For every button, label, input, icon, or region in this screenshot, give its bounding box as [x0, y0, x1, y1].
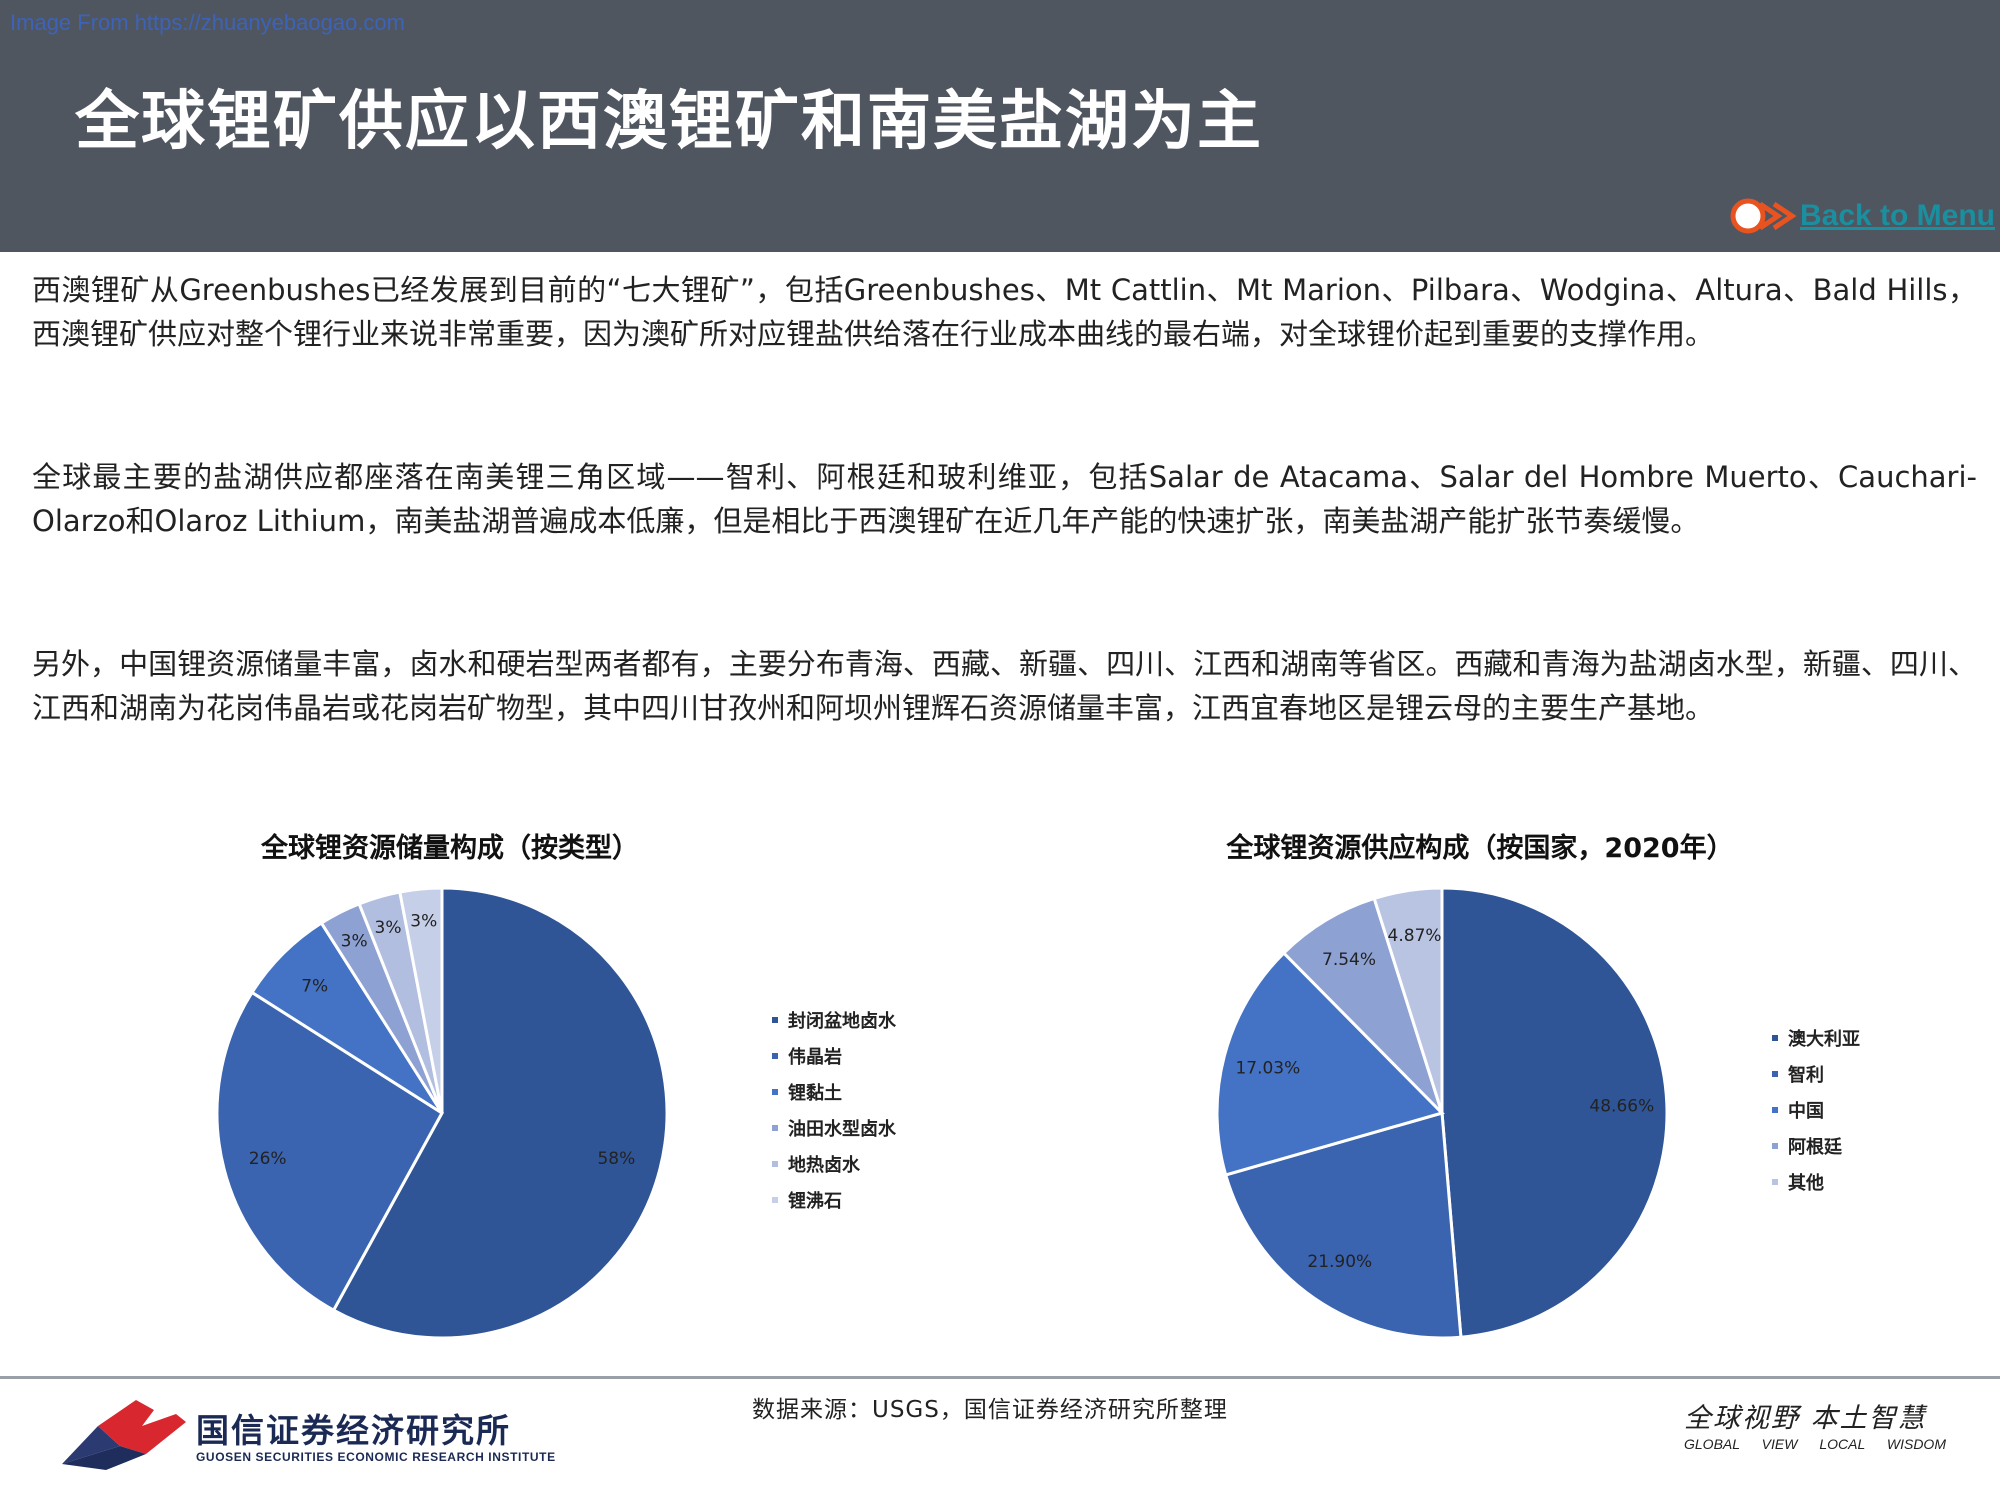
- chart1-legend-item-3: 油田水型卤水: [772, 1110, 896, 1146]
- footer-divider: [0, 1376, 2000, 1379]
- chart1-legend-label-4: 地热卤水: [788, 1155, 860, 1176]
- chart2-legend-item-2: 中国: [1772, 1092, 1860, 1128]
- chart2-legend-label-1: 智利: [1788, 1065, 1824, 1086]
- slogan: 全球视野 本土智慧: [1684, 1403, 1927, 1434]
- chart1-legend-swatch-3: [772, 1125, 778, 1131]
- chart2-legend-item-3: 阿根廷: [1772, 1128, 1860, 1164]
- org-name-english: GUOSEN SECURITIES ECONOMIC RESEARCH INST…: [196, 1450, 556, 1464]
- chart2-slice-4: [1372, 886, 1444, 1114]
- slogan-english: GLOBAL VIEW LOCAL WISDOM: [1684, 1436, 1946, 1452]
- chart1-legend-label-2: 锂黏土: [788, 1083, 842, 1104]
- chart1-legend-item-0: 封闭盆地卤水: [772, 1002, 896, 1038]
- chart2-legend-swatch-2: [1772, 1107, 1778, 1113]
- chart2-legend-swatch-3: [1772, 1143, 1778, 1149]
- chart2-data-label-4: 4.87%: [1388, 926, 1442, 946]
- chart1-data-label-4: 3%: [375, 918, 402, 938]
- chart-1-title: 全球锂资源储量构成（按类型）: [261, 833, 639, 864]
- chart1-legend-item-2: 锂黏土: [772, 1074, 896, 1110]
- chart1-legend-item-1: 伟晶岩: [772, 1038, 896, 1074]
- paragraph-south-america: 全球最主要的盐湖供应都座落在南美锂三角区域——智利、阿根廷和玻利维亚，包括Sal…: [32, 460, 1977, 538]
- chart2-legend-label-3: 阿根廷: [1788, 1137, 1842, 1158]
- chart1-slice-5: [398, 886, 444, 1114]
- chart2-legend-swatch-1: [1772, 1071, 1778, 1077]
- chart1-data-label-0: 58%: [597, 1149, 635, 1169]
- chart2-data-label-1: 21.90%: [1307, 1252, 1372, 1272]
- chart1-slice-0: [331, 886, 669, 1340]
- chart2-legend-label-0: 澳大利亚: [1788, 1029, 1860, 1050]
- chart1-legend-item-5: 锂沸石: [772, 1182, 896, 1218]
- chart2-legend-label-2: 中国: [1788, 1101, 1824, 1122]
- chart2-legend-label-4: 其他: [1788, 1173, 1824, 1194]
- chart1-data-label-5: 3%: [410, 911, 437, 931]
- back-to-menu-label[interactable]: Back to Menu: [1799, 199, 1995, 232]
- header-banner: Image From https://zhuanyebaogao.com 全球锂…: [0, 0, 2000, 252]
- chart2-legend-item-4: 其他: [1772, 1164, 1860, 1200]
- page-title: 全球锂矿供应以西澳锂矿和南美盐湖为主: [75, 84, 1263, 159]
- chart2-slice-1: [1223, 1111, 1463, 1340]
- chart1-data-label-2: 7%: [301, 977, 328, 997]
- chart1-legend-label-1: 伟晶岩: [788, 1047, 842, 1068]
- paragraph-china: 另外，中国锂资源储量丰富，卤水和硬岩型两者都有，主要分布青海、西藏、新疆、四川、…: [32, 647, 1977, 725]
- watermark: Image From https://zhuanyebaogao.com: [10, 10, 405, 35]
- chart1-legend-label-5: 锂沸石: [788, 1191, 842, 1212]
- chart-1-legend: 封闭盆地卤水 伟晶岩锂黏土油田水型卤水 地热卤水锂沸石: [772, 1002, 896, 1218]
- back-to-menu-link[interactable]: Back to Menu: [1730, 196, 1995, 236]
- chart1-legend-swatch-1: [772, 1053, 778, 1059]
- chart-2-title: 全球锂资源供应构成（按国家，2020年）: [1226, 833, 1734, 864]
- data-source: 数据来源：USGS，国信证券经济研究所整理: [752, 1397, 1228, 1423]
- chart1-legend-label-0: 封闭盆地卤水: [788, 1011, 896, 1032]
- pie-chart-reserves-by-type: 58% 26% 7% 3% 3% 3%: [215, 886, 669, 1340]
- chart1-legend-label-3: 油田水型卤水: [788, 1119, 896, 1140]
- guosen-logo-icon: [62, 1400, 186, 1470]
- chart1-legend-swatch-0: [772, 1017, 778, 1023]
- chart1-legend-swatch-4: [772, 1161, 778, 1167]
- chart1-legend-swatch-2: [772, 1089, 778, 1095]
- chart2-slice-0: [1440, 886, 1669, 1339]
- chart1-data-label-3: 3%: [341, 932, 368, 952]
- chart1-legend-swatch-5: [772, 1197, 778, 1203]
- chart2-data-label-3: 7.54%: [1322, 950, 1376, 970]
- pie-chart-supply-by-country: 48.66% 21.90% 17.03% 7.54% 4.87%: [1215, 886, 1669, 1340]
- chart2-slice-2: [1215, 950, 1445, 1177]
- chart2-legend-item-0: 澳大利亚: [1772, 1020, 1860, 1056]
- chart2-legend-swatch-4: [1772, 1179, 1778, 1185]
- paragraph-western-australia: 西澳锂矿从Greenbushes已经发展到目前的“七大锂矿”，包括Greenbu…: [32, 273, 1977, 351]
- chart1-slice-1: [215, 990, 444, 1313]
- chart2-slice-3: [1281, 896, 1444, 1115]
- chart2-legend-swatch-0: [1772, 1035, 1778, 1041]
- arrow-right-icon: [1730, 198, 1797, 234]
- chart1-data-label-1: 26%: [249, 1149, 287, 1169]
- chart2-data-label-0: 48.66%: [1589, 1096, 1654, 1116]
- chart2-data-label-2: 17.03%: [1235, 1058, 1300, 1078]
- chart-2-legend: 澳大利亚智利中国阿根廷其他: [1772, 1020, 1860, 1200]
- chart1-legend-item-4: 地热卤水: [772, 1146, 896, 1182]
- chart2-legend-item-1: 智利: [1772, 1056, 1860, 1092]
- org-name: 国信证券经济研究所: [196, 1411, 511, 1450]
